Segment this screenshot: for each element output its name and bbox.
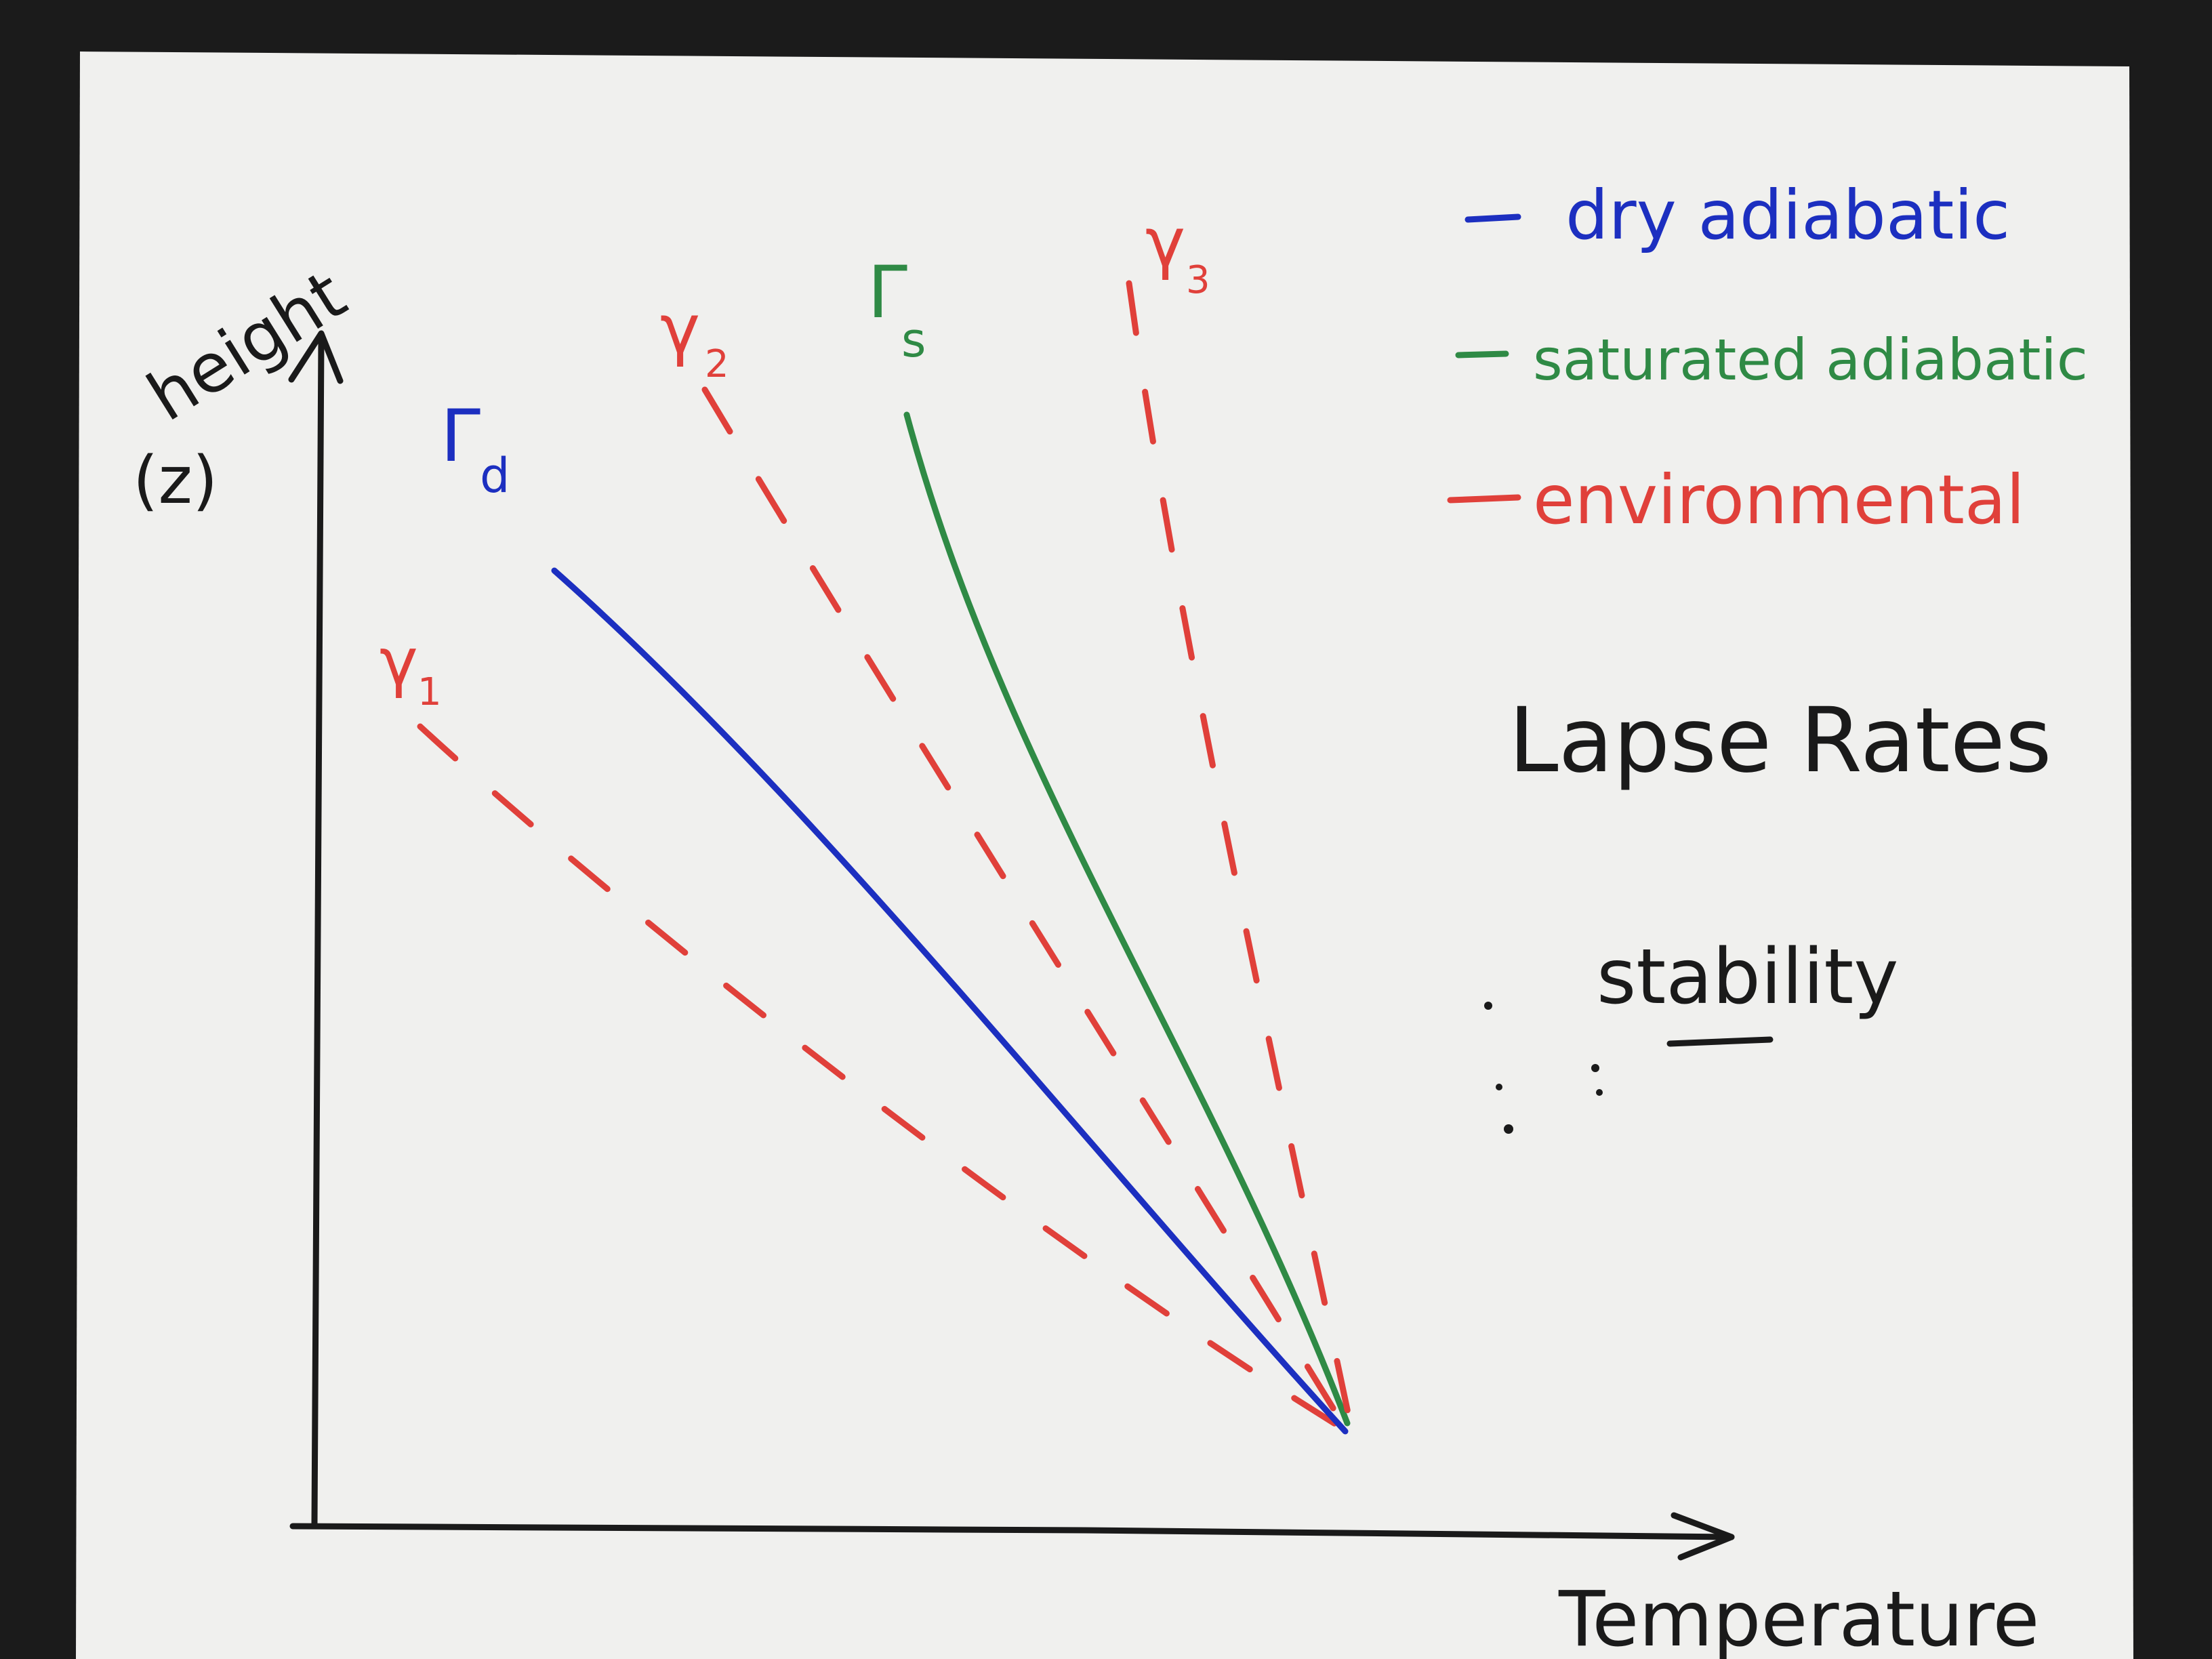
gamma3-symbol: γ <box>1145 203 1185 282</box>
line-labels: γ 1 Γ d γ 2 Γ s γ 3 <box>380 203 1210 714</box>
lapse-rate-lines <box>417 280 1355 1435</box>
gamma3-line <box>1126 280 1355 1432</box>
gamma1-label: γ 1 <box>380 624 442 714</box>
x-axis-arrowhead <box>1671 1512 1735 1561</box>
legend-item-environmental: environmental <box>1447 460 2025 539</box>
gamma1-subscript: 1 <box>417 670 442 714</box>
gamma1-line <box>417 723 1344 1431</box>
title: Lapse Rates <box>1509 689 2052 793</box>
legend-label-environmental: environmental <box>1533 460 2025 539</box>
speck <box>1496 1084 1502 1090</box>
legend-swatch-environmental <box>1447 494 1521 504</box>
gamma-d-label: Γ d <box>441 394 510 504</box>
legend-item-dry: dry adiabatic <box>1465 176 2010 255</box>
gamma-s-line <box>903 411 1351 1427</box>
x-axis-line <box>289 1523 1735 1540</box>
speck <box>1591 1064 1599 1072</box>
legend-swatch-dry <box>1465 213 1521 223</box>
speck <box>1484 1002 1492 1010</box>
legend-swatch-saturated <box>1455 350 1509 359</box>
speck <box>1504 1124 1513 1134</box>
gamma3-label: γ 3 <box>1145 203 1210 302</box>
subtitle: stability <box>1597 933 1899 1021</box>
legend: dry adiabatic saturated adiabatic enviro… <box>1447 176 2088 539</box>
ink-specks <box>1484 1002 1603 1134</box>
gamma-s-symbol: Γ <box>867 251 907 334</box>
speck <box>1596 1089 1603 1096</box>
legend-item-saturated: saturated adiabatic <box>1455 327 2088 393</box>
subtitle-underline <box>1666 1036 1774 1047</box>
gamma-d-line <box>551 567 1349 1435</box>
gamma-s-label: Γ s <box>867 251 926 368</box>
y-axis-unit: (z) <box>133 443 218 518</box>
gamma-s-subscript: s <box>901 312 926 368</box>
axes <box>288 330 1735 1561</box>
gamma1-symbol: γ <box>380 624 418 700</box>
gamma2-subscript: 2 <box>705 342 729 386</box>
gamma-d-subscript: d <box>480 448 510 504</box>
legend-label-dry: dry adiabatic <box>1565 176 2010 255</box>
gamma2-symbol: γ <box>660 289 700 369</box>
x-axis-label: Temperature <box>1558 1576 2039 1659</box>
paper-sheet <box>76 52 2133 1659</box>
gamma3-subscript: 3 <box>1186 258 1210 302</box>
y-axis-arrowhead <box>288 330 344 384</box>
legend-label-saturated: saturated adiabatic <box>1533 327 2088 393</box>
y-axis-line <box>311 335 325 1527</box>
gamma2-label: γ 2 <box>660 289 729 386</box>
gamma-d-symbol: Γ <box>441 394 480 478</box>
